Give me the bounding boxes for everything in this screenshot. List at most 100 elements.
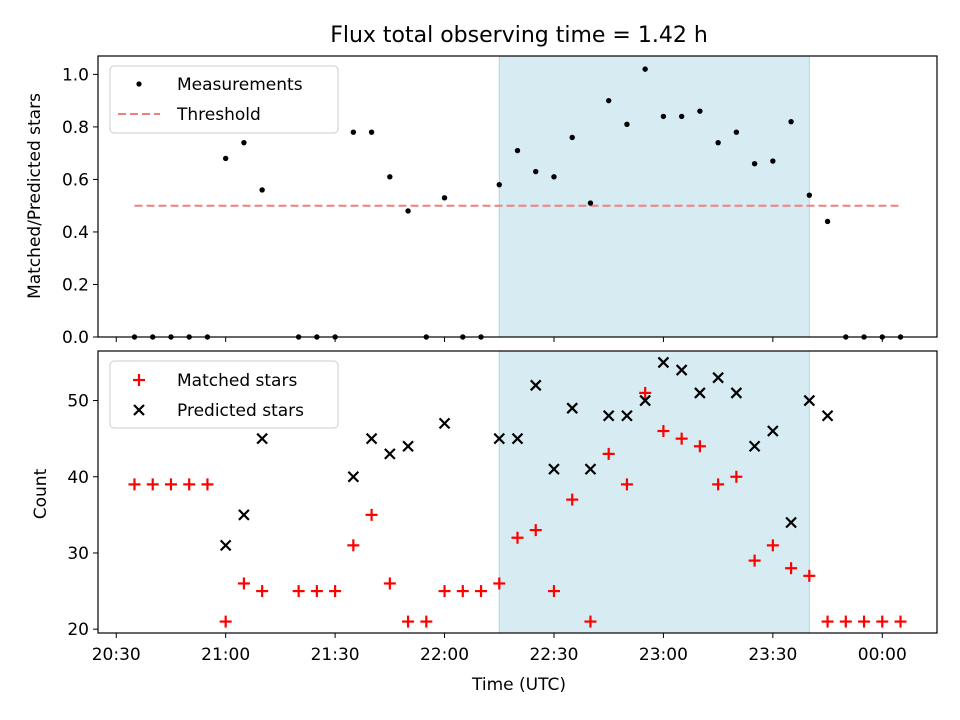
predicted-star-point [602,410,615,422]
matched-star-point [219,615,232,628]
predicted-star-point [785,516,797,529]
legend-predicted-label: Predicted stars [177,401,304,421]
top-y-tick-label: 0.2 [62,275,89,295]
bottom-y-tick-label: 20 [67,620,89,640]
measurement-point [569,134,575,141]
measurement-point [788,118,794,125]
measurement-point [405,208,411,214]
bottom-x-tick-label: 22:00 [420,645,469,665]
predicted-star-point [529,379,542,392]
measurement-point [660,113,667,120]
matched-star-point [693,440,706,453]
matched-star-point [894,615,907,628]
matched-star-point [365,508,378,521]
matched-star-point [256,585,269,598]
count-points [128,356,907,628]
top-y-tick-label: 0.0 [62,328,89,348]
bottom-y-axis-label: Count [31,468,51,519]
measurement-point [551,174,557,180]
top-legend: Measurements Threshold [109,65,339,134]
matched-star-point [420,615,433,628]
predicted-star-point [657,356,670,369]
matched-star-point [858,615,871,628]
measurement-point [642,66,648,72]
measurement-points [131,66,904,340]
matched-star-point [584,615,597,628]
bottom-x-tick-label: 00:00 [858,645,907,665]
matched-star-point [529,524,542,537]
matched-star-point [402,615,415,628]
bottom-x-ticks: 20:30 21:00 21:30 22:00 22:30 23:00 23:30 00:00 [92,633,907,665]
top-y-tick-label: 0.6 [62,170,89,190]
matched-star-point [310,585,323,598]
bottom-y-tick-label: 40 [67,468,89,488]
predicted-star-point [584,463,597,475]
matched-star-point [237,577,250,590]
matched-star-point [329,585,342,598]
chart-title: Flux total observing time = 1.42 h [330,23,708,48]
measurement-point [514,147,521,154]
bottom-legend-box [109,360,339,429]
matched-star-point [730,470,743,483]
top-y-tick-label: 0.4 [62,223,89,243]
measurement-point [387,174,393,180]
measurement-point [678,113,685,120]
legend-predicted-marker [133,404,145,416]
measurement-point [368,129,375,135]
bottom-x-tick-label: 21:30 [311,645,360,665]
predicted-star-point [730,387,743,399]
bottom-x-tick-label: 21:00 [201,645,250,665]
top-y-ticks: 0.0 0.2 0.4 0.6 0.8 1.0 [62,65,98,348]
measurement-point [259,187,265,193]
matched-star-point [146,478,159,491]
predicted-star-point [712,371,724,384]
legend-measurements-label: Measurements [177,75,303,95]
matched-star-point [438,585,451,598]
bottom-x-tick-label: 23:30 [748,645,797,665]
measurement-point [715,139,721,146]
matched-star-point [128,478,141,491]
top-y-tick-label: 0.8 [62,118,89,138]
bottom-x-tick-label: 22:30 [529,645,578,665]
predicted-star-point [748,440,761,453]
predicted-star-point [675,364,688,376]
predicted-star-point [767,425,779,437]
matched-star-point [602,447,615,460]
predicted-star-point [256,432,268,445]
bottom-x-tick-label: 20:30 [92,645,141,665]
measurement-point [350,129,357,135]
bottom-y-tick-label: 50 [67,392,89,412]
matched-star-point [785,562,798,575]
matched-star-point [292,585,305,598]
legend-matched-label: Matched stars [177,371,297,391]
bottom-shaded-interval [498,350,810,634]
bottom-x-tick-label: 23:00 [639,645,688,665]
matched-star-point [456,585,469,598]
predicted-star-point [438,417,451,430]
predicted-star-point [238,509,250,521]
bottom-axes-frame [97,350,938,634]
top-legend-box [109,65,339,134]
predicted-star-point [511,432,524,445]
matched-star-point [493,577,506,590]
bottom-legend: Matched stars Predicted stars [109,360,339,429]
bottom-y-ticks: 20 30 40 50 [67,392,98,640]
x-axis-label: Time (UTC) [471,675,566,695]
matched-star-point [821,615,834,628]
measurement-point [733,129,740,135]
legend-matched-marker [133,374,145,386]
matched-star-point [639,386,652,399]
measurement-point [533,168,539,175]
predicted-star-point [365,432,378,445]
top-x-ticks [115,337,883,342]
matched-star-point [347,539,360,552]
matched-star-point [876,615,889,628]
measurement-point [806,192,813,198]
predicted-star-point [548,463,560,475]
matched-star-point [547,585,560,598]
matched-star-point [566,493,579,506]
matched-star-point [164,478,177,491]
predicted-star-point [402,440,414,453]
matched-star-point [383,577,396,590]
